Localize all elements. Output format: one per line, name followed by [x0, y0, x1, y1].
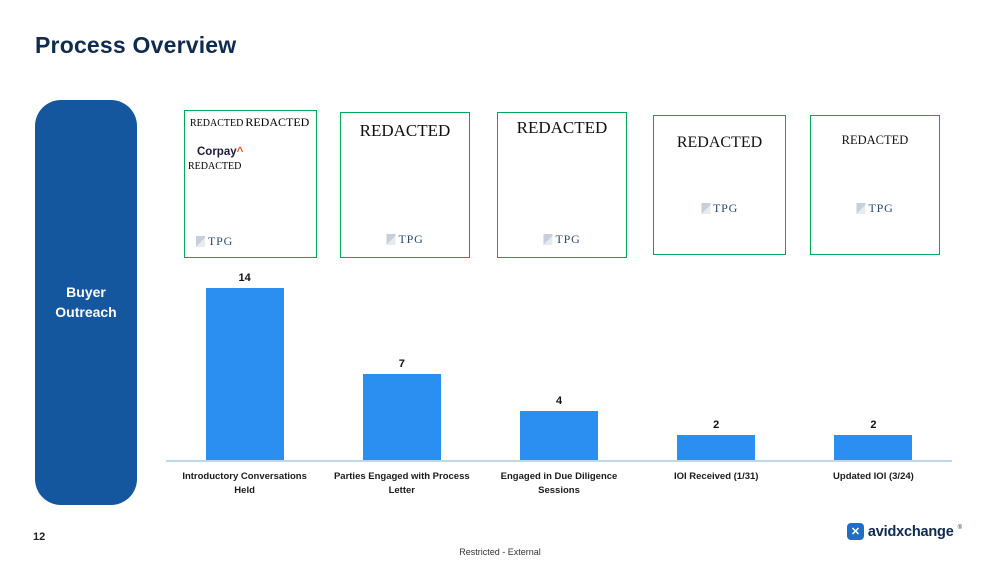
page-title: Process Overview: [35, 32, 237, 58]
tpg-logo-text: TPG: [208, 234, 234, 248]
corpay-text: Corpay: [197, 146, 237, 158]
logo-card-5: REDACTED TPG: [810, 115, 940, 255]
card3-redacted: REDACTED: [516, 118, 608, 137]
card5-redacted: REDACTED: [841, 133, 909, 147]
tpg-logo-text: TPG: [712, 201, 739, 215]
category-label: Engaged in Due Diligence Sessions: [500, 471, 618, 496]
card1-redacted-sub: REDACTED: [188, 161, 242, 172]
bar-column: 7: [323, 270, 480, 460]
category-label: Introductory Conversations Held: [182, 471, 307, 496]
category-labels: Introductory Conversations Held Parties E…: [166, 470, 952, 498]
card1-redacted-large: REDACTED: [245, 115, 310, 129]
bar: [520, 411, 598, 460]
bar-value-label: 2: [713, 419, 720, 431]
tpg-logo-icon: [386, 234, 396, 245]
buyer-outreach-label: Buyer Outreach: [55, 283, 117, 320]
tpg-logo-text: TPG: [398, 232, 424, 246]
logo-card-3: REDACTED TPG: [497, 112, 627, 258]
page-number: 12: [33, 531, 46, 543]
tpg-logo: TPG: [196, 234, 233, 249]
tpg-logo: TPG: [856, 201, 893, 216]
category-label: Updated IOI (3/24): [833, 471, 914, 482]
tpg-logo-icon: [700, 203, 710, 214]
tpg-logo: TPG: [700, 201, 739, 216]
corpay-logo: Corpay^: [197, 146, 316, 158]
tpg-logo-text: TPG: [868, 201, 894, 215]
bar-value-label: 7: [398, 358, 405, 370]
avidxchange-logo: ✕ avidxchange ®: [846, 523, 962, 540]
buyer-outreach-pill: Buyer Outreach: [35, 100, 137, 505]
corpay-caret: ^: [236, 146, 244, 158]
bar: [677, 435, 756, 460]
logo-card-2: REDACTED TPG: [340, 112, 470, 258]
classification-label: Restricted - External: [459, 547, 541, 557]
registered-mark: ®: [957, 525, 962, 531]
bar-column: 14: [166, 270, 323, 460]
bar-value-label: 4: [555, 395, 563, 407]
bar-value-label: 2: [870, 419, 877, 431]
bar-value-label: 14: [238, 272, 251, 284]
category-label: Parties Engaged with Process Letter: [333, 471, 470, 496]
bar-column: 2: [795, 270, 952, 460]
bar: [362, 374, 441, 460]
bar-column: 4: [480, 270, 637, 460]
tpg-logo-icon: [543, 234, 553, 245]
tpg-logo-icon: [856, 203, 866, 214]
tpg-logo: TPG: [543, 232, 580, 247]
bar: [834, 435, 913, 460]
tpg-logo: TPG: [386, 232, 423, 247]
logo-card-1: REDACTED REDACTED Corpay^ REDACTED TPG: [184, 110, 317, 258]
card1-redacted-small: REDACTED: [190, 118, 244, 129]
avidxchange-logo-text: avidxchange: [867, 523, 954, 540]
tpg-logo-icon: [196, 236, 205, 247]
avidxchange-x-icon: ✕: [846, 523, 864, 540]
tpg-logo-text: TPG: [555, 232, 581, 246]
card2-redacted: REDACTED: [359, 121, 451, 140]
bar: [205, 288, 284, 460]
bar-chart: 14 7 4 2 2: [166, 270, 952, 462]
bar-column: 2: [638, 270, 795, 460]
card4-redacted: REDACTED: [676, 134, 763, 151]
category-label: IOI Received (1/31): [673, 471, 759, 482]
logo-card-4: REDACTED TPG: [653, 115, 786, 255]
card1-topline: REDACTED REDACTED: [185, 111, 316, 130]
